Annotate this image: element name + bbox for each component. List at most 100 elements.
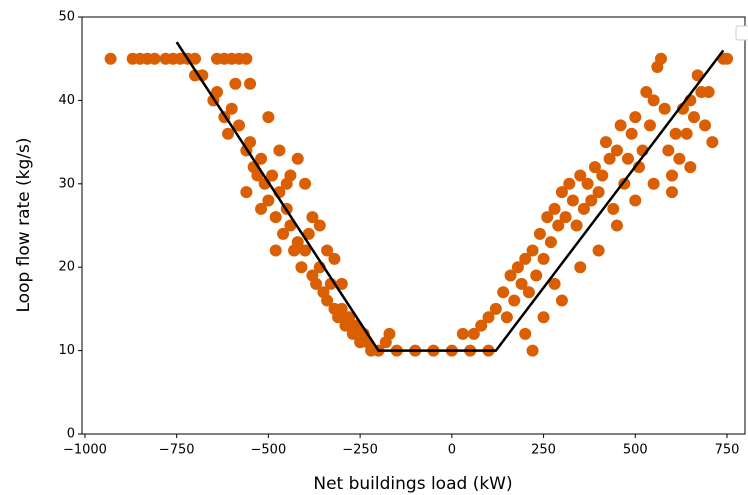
scatter-point	[559, 211, 572, 224]
y-tick-label: 0	[67, 427, 75, 442]
scatter-point	[383, 327, 396, 340]
scatter-point	[548, 202, 561, 215]
scatter-point	[519, 327, 532, 340]
scatter-point	[515, 277, 528, 290]
scatter-point	[643, 119, 656, 132]
scatter-point	[610, 144, 623, 157]
scatter-point	[577, 202, 590, 215]
scatter-point	[211, 86, 224, 99]
y-axis-label: Loop flow rate (kg/s)	[14, 137, 34, 312]
scatter-point	[321, 244, 334, 257]
scatter-point	[519, 252, 532, 265]
scatter-point	[489, 302, 502, 315]
scatter-point	[673, 152, 686, 165]
scatter-point	[148, 52, 161, 65]
scatter-point	[537, 252, 550, 265]
scatter-point	[665, 169, 678, 182]
scatter-point	[647, 177, 660, 190]
scatter-point	[266, 169, 279, 182]
scatter-point	[302, 227, 315, 240]
scatter-point	[592, 244, 605, 257]
scatter-point	[273, 144, 286, 157]
x-tick-label: 750	[715, 443, 740, 458]
scatter-point	[255, 152, 268, 165]
scatter-point	[610, 219, 623, 232]
y-tick-label: 50	[58, 10, 75, 25]
x-tick-label: −500	[251, 443, 287, 458]
x-tick-label: 250	[531, 443, 556, 458]
scatter-point	[299, 244, 312, 257]
scatter-point	[244, 136, 257, 149]
y-tick-label: 20	[58, 260, 75, 275]
scatter-point	[566, 194, 579, 207]
scatter-point	[699, 119, 712, 132]
scatter-point	[328, 252, 341, 265]
scatter-point	[662, 144, 675, 157]
x-tick-label: 500	[623, 443, 648, 458]
scatter-point	[574, 169, 587, 182]
scatter-point	[669, 127, 682, 140]
scatter-point	[599, 136, 612, 149]
scatter-point	[533, 227, 546, 240]
scatter-point	[310, 277, 323, 290]
scatter-point	[592, 186, 605, 199]
scatter-point	[313, 219, 326, 232]
scatter-point	[585, 194, 598, 207]
scatter-point	[607, 202, 620, 215]
scatter-point	[544, 236, 557, 249]
scatter-point	[299, 177, 312, 190]
scatter-point	[640, 86, 653, 99]
scatter-point	[603, 152, 616, 165]
scatter-point	[504, 269, 517, 282]
scatter-point	[189, 52, 202, 65]
scatter-point	[541, 211, 554, 224]
scatter-point	[240, 186, 253, 199]
scatter-point	[233, 119, 246, 132]
scatter-point	[526, 244, 539, 257]
scatter-point	[295, 261, 308, 274]
scatter-point	[665, 186, 678, 199]
scatter-point	[335, 277, 348, 290]
scatter-point	[702, 86, 715, 99]
scatter-point	[537, 311, 550, 324]
scatter-point	[688, 111, 700, 124]
scatter-point	[508, 294, 521, 307]
scatter-point	[684, 161, 697, 174]
x-axis-label: Net buildings load (kW)	[313, 474, 512, 494]
x-tick-label: −250	[342, 443, 378, 458]
scatter-point	[500, 311, 513, 324]
fit-line	[175, 41, 725, 352]
scatter-point	[251, 169, 264, 182]
scatter-point	[269, 211, 282, 224]
scatter-point	[343, 311, 356, 324]
scatter-point	[629, 111, 642, 124]
x-tick-label: −1000	[63, 443, 107, 458]
scatter-point	[680, 127, 693, 140]
scatter-point	[522, 286, 535, 299]
scatter-point	[588, 161, 601, 174]
scatter-point	[291, 236, 304, 249]
scatter-point	[596, 169, 609, 182]
scatter-point	[497, 286, 510, 299]
scatter-point	[658, 102, 671, 115]
scatter-point	[621, 152, 634, 165]
scatter-point	[482, 311, 495, 324]
scatter-point	[530, 269, 543, 282]
scatter-point	[222, 127, 235, 140]
scatter-point	[721, 52, 734, 65]
scatter-point	[335, 302, 348, 315]
scatter-point	[563, 177, 576, 190]
scatter-point	[647, 94, 660, 107]
scatter-point	[321, 294, 334, 307]
scatter-point	[306, 211, 319, 224]
scatter-point	[614, 119, 627, 132]
scatter-point	[552, 219, 565, 232]
scatter-point	[269, 244, 282, 257]
scatter-point	[277, 227, 290, 240]
scatter-point	[229, 77, 242, 90]
y-tick-label: 10	[58, 343, 75, 358]
scatter-point	[570, 219, 583, 232]
scatter-point	[240, 52, 253, 65]
scatter-point	[654, 52, 667, 65]
